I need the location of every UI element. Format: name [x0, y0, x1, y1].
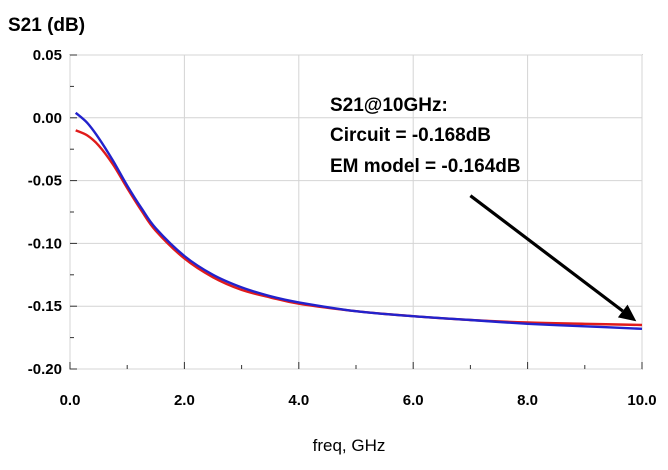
- annotation-line-1: S21@10GHz:: [330, 95, 448, 116]
- x-tick-label: 4.0: [288, 392, 309, 409]
- x-tick-label: 6.0: [403, 392, 424, 409]
- chart-title: S21 (dB): [8, 15, 85, 36]
- x-tick-label: 0.0: [60, 392, 81, 409]
- annotation-line-3: EM model = -0.164dB: [330, 156, 521, 177]
- annotation-arrow-shaft: [469, 194, 624, 313]
- y-tick-label: -0.20: [28, 361, 62, 378]
- x-tick-label: 10.0: [627, 392, 656, 409]
- y-tick-label: 0.00: [33, 110, 62, 127]
- x-tick-label: 2.0: [174, 392, 195, 409]
- series-line-em-model: [74, 111, 643, 330]
- x-tick-label: 8.0: [517, 392, 538, 409]
- y-tick-label: -0.15: [28, 298, 62, 315]
- series-group: [74, 111, 643, 330]
- y-tick-label: 0.05: [33, 47, 62, 64]
- y-tick-label: -0.10: [28, 235, 62, 252]
- axis-ticks: 0.0 2.0 4.0 6.0 8.0 10.0 0.05 0.00 -0.05 -0.10 -0.…: [28, 47, 657, 409]
- y-tick-label: -0.05: [28, 173, 62, 190]
- x-axis-label: freq, GHz: [313, 436, 386, 455]
- annotation-line-2: Circuit = -0.168dB: [330, 125, 491, 146]
- annotation-group: S21@10GHz: Circuit = -0.168dB EM model =…: [330, 95, 637, 322]
- annotation-arrow-head: [617, 304, 637, 322]
